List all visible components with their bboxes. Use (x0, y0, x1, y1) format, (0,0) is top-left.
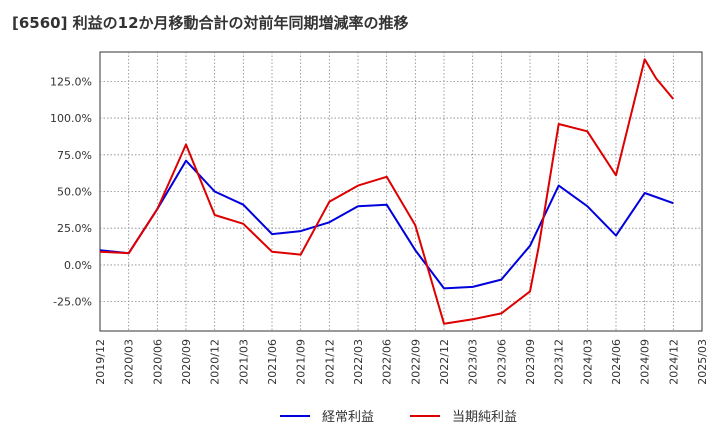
x-tick-label: 2019/12 (94, 339, 107, 385)
series-line (99, 159, 674, 290)
series-line (99, 58, 675, 325)
x-tick-label: 2021/03 (237, 339, 250, 385)
x-tick-label: 2023/09 (524, 339, 537, 385)
x-tick-label: 2022/06 (381, 339, 394, 385)
x-tick-label: 2021/06 (266, 339, 279, 385)
x-tick-label: 2024/03 (581, 339, 594, 385)
legend-label: 当期純利益 (452, 410, 517, 425)
y-tick-label: 25.0% (57, 222, 92, 235)
x-tick-label: 2021/12 (323, 339, 336, 385)
grid-layer (100, 52, 702, 331)
y-tick-label: 125.0% (50, 75, 92, 88)
x-tick-label: 2025/03 (696, 339, 709, 385)
x-tick-label: 2020/09 (180, 339, 193, 385)
x-tick-label: 2024/06 (610, 339, 623, 385)
legend-label: 経常利益 (322, 410, 374, 425)
y-tick-label: 0.0% (64, 259, 92, 272)
x-tick-label: 2022/03 (352, 339, 365, 385)
series-layer (99, 58, 675, 325)
y-tick-label: -25.0% (53, 296, 92, 309)
y-axis-ticks: -25.0% 0.0% 25.0% 50.0% 75.0% 100.0% 125.0% (50, 75, 92, 308)
x-tick-label: 2023/06 (495, 339, 508, 385)
y-tick-label: 50.0% (57, 186, 92, 199)
chart-title: [6560] 利益の12か月移動合計の対前年同期増減率の推移 (12, 14, 409, 32)
legend: 経常利益 当期純利益 (280, 410, 517, 425)
y-tick-label: 100.0% (50, 112, 92, 125)
x-axis-ticks: 2019/12 2020/03 2020/06 2020/09 2020/12 2021/… (94, 339, 709, 385)
x-tick-label: 2023/12 (553, 339, 566, 385)
x-tick-label: 2021/09 (295, 339, 308, 385)
y-tick-label: 75.0% (57, 149, 92, 162)
x-tick-label: 2020/12 (209, 339, 222, 385)
x-tick-label: 2024/09 (639, 339, 652, 385)
x-tick-label: 2022/12 (438, 339, 451, 385)
x-tick-label: 2024/12 (667, 339, 680, 385)
x-tick-label: 2023/03 (467, 339, 480, 385)
x-tick-label: 2022/09 (409, 339, 422, 385)
x-tick-label: 2020/03 (123, 339, 136, 385)
x-tick-label: 2020/06 (151, 339, 164, 385)
